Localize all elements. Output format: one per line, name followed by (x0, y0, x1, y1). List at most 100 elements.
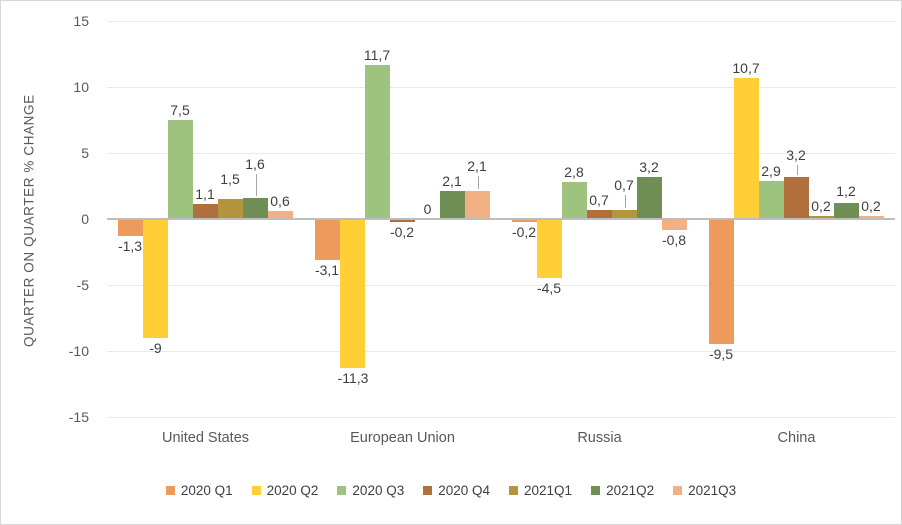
bar (118, 219, 143, 237)
data-label: 2,8 (564, 164, 584, 180)
legend-swatch (423, 486, 433, 495)
gridline (107, 87, 895, 88)
data-label: 0,7 (614, 177, 634, 193)
data-label: 0,2 (861, 198, 881, 214)
legend-swatch (673, 486, 683, 495)
leader-line (478, 176, 479, 190)
gridline (107, 153, 895, 154)
bar (784, 176, 809, 219)
legend-item: 2021Q1 (509, 483, 572, 498)
x-axis-line (107, 218, 895, 220)
data-label: 3,2 (639, 159, 659, 175)
data-label: 1,2 (836, 183, 856, 199)
bar (193, 204, 218, 219)
bar (834, 203, 859, 219)
data-label: 10,7 (732, 60, 760, 76)
legend-swatch (509, 486, 519, 495)
bar (759, 180, 784, 219)
legend-swatch (251, 486, 261, 495)
data-label: -0,8 (661, 232, 687, 248)
data-label: 1,5 (220, 171, 240, 187)
legend-label: 2020 Q4 (438, 483, 491, 498)
legend-swatch (165, 486, 175, 495)
bar (315, 219, 340, 260)
legend-item: 2021Q2 (591, 483, 654, 498)
bar (662, 219, 687, 230)
bar (637, 176, 662, 219)
leader-line (256, 173, 257, 196)
leader-line (625, 194, 626, 208)
data-label: 3,2 (786, 147, 806, 163)
bar (390, 219, 415, 222)
legend-item: 2020 Q2 (251, 483, 319, 498)
data-label: 0 (423, 201, 432, 217)
data-label: -3,1 (314, 262, 340, 278)
y-tick-label: -5 (76, 277, 89, 293)
legend-label: 2020 Q1 (180, 483, 233, 498)
gridline (107, 351, 895, 352)
bar (512, 219, 537, 222)
data-label: 0,7 (589, 192, 609, 208)
legend-label: 2020 Q3 (352, 483, 405, 498)
gridline (107, 417, 895, 418)
bar (537, 219, 562, 279)
bar (218, 199, 243, 219)
data-label: 2,1 (442, 173, 462, 189)
y-tick-label: 0 (81, 211, 89, 227)
category-label: United States (161, 430, 250, 446)
legend: 2020 Q1 2020 Q2 2020 Q3 2020 Q4 2021Q1 2021Q2… (1, 483, 901, 498)
bar (809, 216, 834, 219)
bar (562, 182, 587, 219)
category-label: China (777, 430, 816, 446)
data-label: -9 (149, 340, 162, 356)
legend-label: 2021Q3 (688, 483, 737, 498)
data-label: -11,3 (337, 370, 369, 386)
data-label: -9,5 (708, 346, 734, 362)
gridline (107, 285, 895, 286)
data-label: -1,3 (117, 238, 143, 254)
bar (340, 219, 365, 369)
legend-item: 2021Q3 (673, 483, 736, 498)
leader-line (797, 164, 798, 175)
bar (268, 211, 293, 219)
bar (440, 191, 465, 219)
legend-label: 2021Q2 (606, 483, 655, 498)
y-axis-title: QUARTER ON QUARTER % CHANGE (21, 94, 37, 348)
category-label: European Union (350, 430, 455, 446)
data-label: 0,2 (811, 198, 831, 214)
data-label: 7,5 (170, 102, 190, 118)
gridline (107, 21, 895, 22)
data-label: 1,1 (195, 186, 215, 202)
y-tick-label: -10 (68, 343, 89, 359)
data-label: -4,5 (536, 280, 562, 296)
legend-item: 2020 Q1 (165, 483, 233, 498)
bar (859, 216, 884, 219)
legend-swatch (591, 486, 601, 495)
bar (612, 209, 637, 219)
data-label: 0,6 (270, 193, 290, 209)
y-tick-label: 15 (73, 13, 89, 29)
y-tick-label: 5 (81, 145, 89, 161)
bar (365, 64, 390, 219)
data-label: -0,2 (511, 224, 537, 240)
data-label: 11,7 (363, 47, 391, 63)
bar (587, 209, 612, 219)
category-label: Russia (577, 430, 622, 446)
data-label: 2,1 (467, 158, 487, 174)
data-label: 2,9 (761, 163, 781, 179)
bar (243, 197, 268, 219)
y-tick-label: 10 (73, 79, 89, 95)
bar (734, 77, 759, 219)
legend-item: 2020 Q4 (423, 483, 490, 498)
legend-swatch (337, 486, 347, 495)
legend-label: 2020 Q2 (266, 483, 319, 498)
y-tick-label: -15 (68, 409, 89, 425)
legend-label: 2021Q1 (524, 483, 573, 498)
bar (709, 219, 734, 345)
data-label: -0,2 (389, 224, 415, 240)
legend-item: 2020 Q3 (337, 483, 404, 498)
bar (143, 219, 168, 338)
bar (465, 191, 490, 219)
data-label: 1,6 (245, 156, 265, 172)
